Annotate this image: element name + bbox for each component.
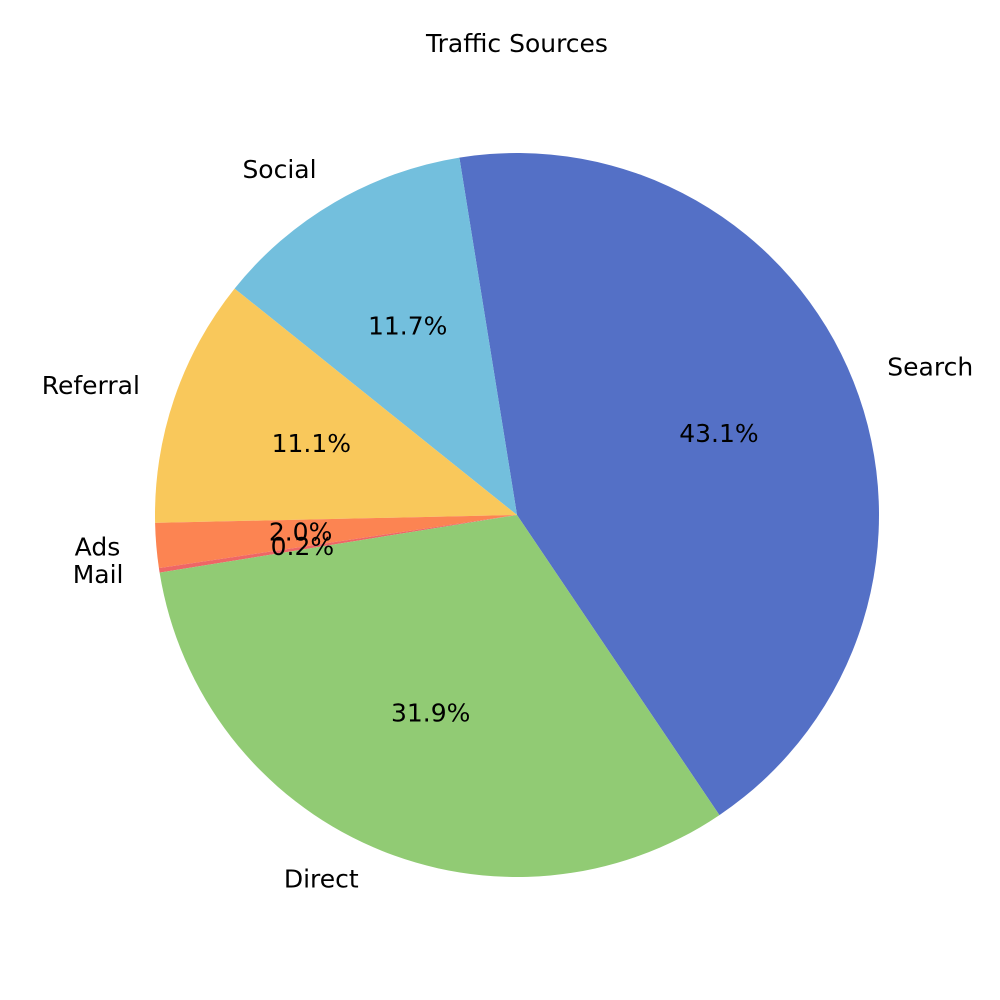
pie-slice-search — [459, 153, 880, 816]
percentage-labels: 43.1% 11.7% 11.1% 2.0%0.2% 31.9% — [269, 311, 759, 727]
percent-label-ads: 2.0% — [269, 517, 333, 546]
percent-label-direct: 31.9% — [391, 698, 470, 727]
category-label-ads: Ads — [75, 533, 121, 562]
pie-slice-ads — [155, 515, 517, 569]
pie-slices — [155, 153, 880, 877]
category-label-direct: Direct — [284, 864, 359, 893]
pie-slice-referral — [155, 288, 517, 523]
category-label-referral: Referral — [42, 371, 140, 400]
percent-label-mail: 0.2% — [271, 532, 335, 561]
pie-slice-mail — [158, 515, 518, 573]
percent-label-search: 43.1% — [679, 419, 758, 448]
chart-title: Traffic Sources — [425, 29, 608, 58]
category-label-search: Search — [887, 353, 973, 382]
pie-slice-direct — [159, 515, 720, 877]
percent-label-referral: 11.1% — [272, 429, 351, 458]
pie-slice-social — [234, 157, 517, 516]
category-label-social: Social — [242, 155, 316, 184]
category-label-mail: Mail — [73, 560, 124, 589]
percent-label-social: 11.7% — [368, 311, 447, 340]
